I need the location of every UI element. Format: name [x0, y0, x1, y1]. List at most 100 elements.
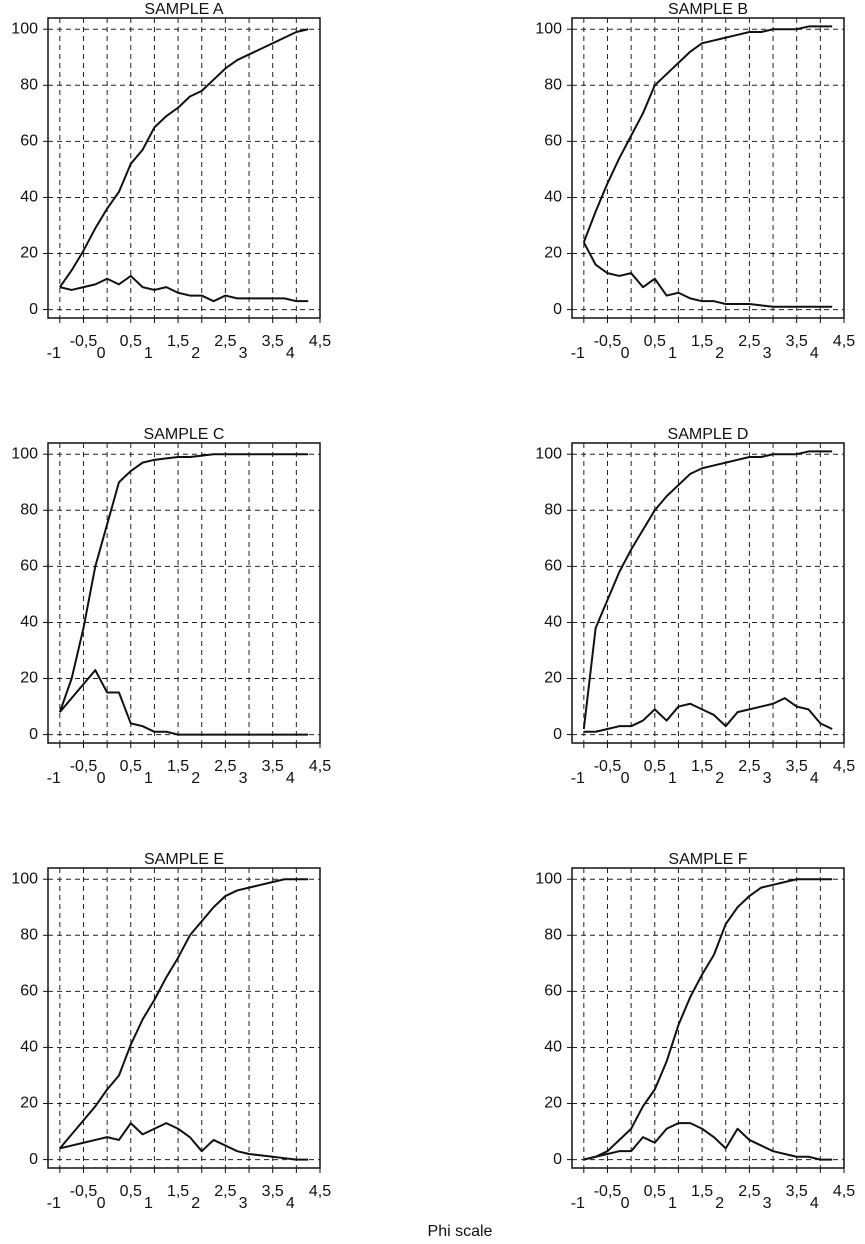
y-tick-label: 20 [20, 670, 38, 687]
x-tick-label: -1 [571, 345, 585, 362]
x-tick-label: 4 [286, 345, 295, 362]
y-tick-label: 40 [544, 614, 562, 631]
data-line [59, 669, 309, 736]
x-tick-label: 4,5 [833, 758, 855, 775]
x-tick-label: 3,5 [786, 333, 808, 350]
data-line [583, 878, 833, 1161]
x-tick-label: 4 [286, 770, 295, 787]
x-tick-label: 1 [668, 1195, 677, 1212]
plot-frame [47, 17, 321, 319]
y-tick-label: 40 [544, 1039, 562, 1056]
x-tick-label: 0,5 [120, 333, 142, 350]
x-tick-label: 0,5 [120, 758, 142, 775]
y-tick-label: 0 [29, 726, 38, 743]
x-tick-label: -0,5 [70, 758, 98, 775]
chart-title: SAMPLE F [668, 851, 747, 868]
x-tick-label: -1 [571, 1195, 585, 1212]
y-tick-label: 20 [544, 1095, 562, 1112]
x-tick-label: 3 [239, 1195, 248, 1212]
y-tick-label: 80 [20, 502, 38, 519]
x-tick-label: 1,5 [167, 758, 189, 775]
x-tick-label: 4 [286, 1195, 295, 1212]
x-tick-label: 2 [715, 345, 724, 362]
y-tick-label: 100 [535, 445, 562, 462]
x-tick-label: 2,5 [738, 758, 760, 775]
y-tick-label: 80 [544, 77, 562, 94]
x-tick-label: -0,5 [594, 758, 622, 775]
x-tick-label: -1 [47, 1195, 61, 1212]
x-tick-label: 2 [715, 770, 724, 787]
x-tick-label: -0,5 [70, 333, 98, 350]
x-tick-label: 0,5 [644, 758, 666, 775]
y-tick-label: 80 [20, 77, 38, 94]
y-tick-label: 0 [29, 301, 38, 318]
plot-frame [47, 442, 321, 744]
x-tick-label: 3,5 [262, 758, 284, 775]
x-tick-label: 3,5 [786, 758, 808, 775]
y-tick-label: 0 [553, 726, 562, 743]
data-line [582, 241, 833, 308]
x-tick-label: 0,5 [120, 1183, 142, 1200]
data-line [59, 28, 309, 288]
x-tick-label: 3,5 [786, 1183, 808, 1200]
x-tick-label: 2,5 [214, 1183, 236, 1200]
y-tick-label: 100 [535, 870, 562, 887]
chart-title: SAMPLE E [144, 851, 224, 868]
x-tick-label: -0,5 [594, 333, 622, 350]
y-tick-label: 0 [553, 1151, 562, 1168]
x-tick-label: 3 [239, 345, 248, 362]
y-tick-label: 100 [535, 20, 562, 37]
x-tick-label: 1,5 [691, 758, 713, 775]
x-tick-label: 1,5 [167, 1183, 189, 1200]
x-tick-label: 3 [763, 770, 772, 787]
x-tick-label: 0 [97, 770, 106, 787]
x-tick-label: 3 [763, 345, 772, 362]
x-tick-label: 0 [621, 770, 630, 787]
x-tick-label: 3,5 [262, 1183, 284, 1200]
y-tick-label: 80 [20, 927, 38, 944]
x-tick-label: 4 [810, 770, 819, 787]
y-tick-label: 0 [553, 301, 562, 318]
x-tick-label: 1,5 [691, 333, 713, 350]
y-tick-label: 60 [20, 133, 38, 150]
x-tick-label: 0,5 [644, 333, 666, 350]
x-tick-label: 2,5 [214, 333, 236, 350]
x-tick-label: 1,5 [691, 1183, 713, 1200]
x-tick-label: 2 [191, 345, 200, 362]
y-tick-label: 40 [20, 1039, 38, 1056]
x-tick-label: 2 [191, 770, 200, 787]
y-tick-label: 40 [544, 189, 562, 206]
plot-frame [47, 867, 321, 1169]
x-tick-label: 3 [763, 1195, 772, 1212]
x-tick-label: 2 [715, 1195, 724, 1212]
y-tick-label: 0 [29, 1151, 38, 1168]
data-line [59, 1122, 309, 1161]
x-tick-label: 1 [668, 770, 677, 787]
x-tick-label: 1 [668, 345, 677, 362]
y-tick-label: 20 [544, 245, 562, 262]
x-tick-label: 4 [810, 1195, 819, 1212]
y-tick-label: 80 [544, 502, 562, 519]
x-tick-label: 0 [621, 345, 630, 362]
plot-frame [571, 867, 845, 1169]
x-tick-label: 1 [144, 345, 153, 362]
x-tick-label: 0 [97, 345, 106, 362]
chart-title: SAMPLE C [144, 426, 225, 443]
x-tick-label: 0 [97, 1195, 106, 1212]
data-line [59, 878, 309, 1150]
y-tick-label: 60 [20, 983, 38, 1000]
y-tick-label: 60 [544, 558, 562, 575]
x-axis-label: Phi scale [428, 1223, 493, 1240]
x-tick-label: 4,5 [309, 758, 331, 775]
x-tick-label: 4,5 [309, 1183, 331, 1200]
chart-title: SAMPLE D [668, 426, 749, 443]
y-tick-label: 80 [544, 927, 562, 944]
plot-frame [571, 442, 845, 744]
y-tick-label: 40 [20, 614, 38, 631]
y-tick-label: 20 [20, 1095, 38, 1112]
x-tick-label: 0,5 [644, 1183, 666, 1200]
y-tick-label: 60 [20, 558, 38, 575]
y-tick-label: 100 [11, 20, 38, 37]
x-tick-label: 2,5 [738, 1183, 760, 1200]
